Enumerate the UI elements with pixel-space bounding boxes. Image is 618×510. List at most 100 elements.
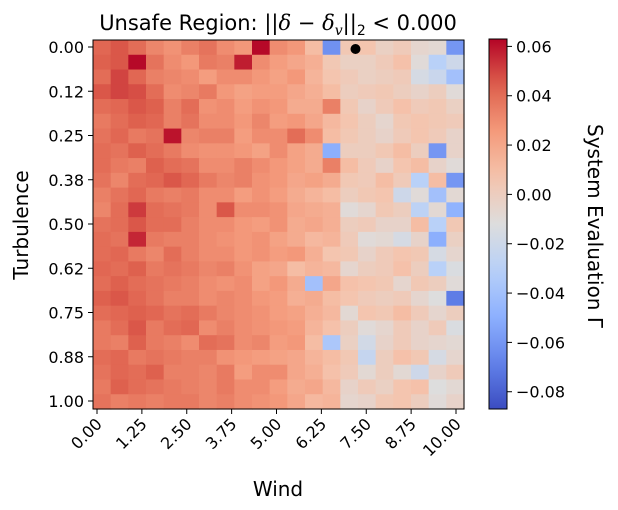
heatmap-cell [252,40,271,56]
heatmap-cell [322,261,341,277]
heatmap-cell [393,335,412,351]
heatmap-cell [234,99,253,115]
heatmap-cell [287,202,306,218]
heatmap-cell [199,128,218,144]
heatmap-cell [340,217,359,233]
heatmap-cell [411,40,430,56]
heatmap-cell [181,54,200,71]
y-tick-label: 0.88 [48,348,84,367]
heatmap-cell [340,246,359,262]
heatmap-cell [322,379,341,395]
heatmap-cell [146,305,165,322]
heatmap-cell [322,217,341,233]
heatmap-cell [252,305,271,322]
heatmap-cell [340,69,359,85]
heatmap-cell [446,231,465,248]
heatmap-cell [128,143,147,159]
heatmap-cell [252,128,271,144]
heatmap-cell [216,379,235,395]
heatmap-cell [234,113,253,130]
colorbar-tick-label: 0.06 [516,37,552,56]
heatmap-cell [128,69,147,85]
heatmap-cell [322,305,341,322]
heatmap-cell [340,202,359,218]
heatmap-cell [110,364,129,381]
heatmap-cell [411,276,430,292]
heatmap-cell [216,394,235,410]
heatmap-cell [181,187,200,203]
heatmap-cell [128,290,147,307]
heatmap-cell [234,246,253,262]
heatmap-cell [287,379,306,395]
heatmap-cell [411,290,430,307]
heatmap-cell [93,276,112,292]
heatmap-cell [234,40,253,56]
heatmap-cell [146,143,165,159]
heatmap-cell [287,128,306,144]
heatmap-cell [393,128,412,144]
heatmap-cell [146,113,165,130]
heatmap-cell [234,320,253,336]
heatmap-cell [287,40,306,56]
heatmap-cell [358,187,377,203]
heatmap-cell [269,202,288,218]
heatmap-cell [393,379,412,395]
heatmap-cell [146,84,165,100]
heatmap-cell [216,290,235,307]
heatmap-cell [322,394,341,410]
heatmap-cell [110,202,129,218]
heatmap-cell [163,290,182,307]
heatmap-cell [146,231,165,248]
heatmap-cell [234,276,253,292]
colorbar-tick-label: 0.00 [516,185,552,204]
heatmap-cell [110,276,129,292]
heatmap-cell [393,276,412,292]
heatmap-cell [146,276,165,292]
heatmap-cell [269,128,288,144]
heatmap-cell [181,40,200,56]
heatmap-cell [93,128,112,144]
heatmap-cell [234,187,253,203]
heatmap-cell [252,364,271,381]
heatmap-cell [358,364,377,381]
heatmap-cell [287,320,306,336]
heatmap-cell [199,99,218,115]
heatmap-cell [252,187,271,203]
heatmap-cell [305,349,324,366]
heatmap-cell [287,261,306,277]
heatmap-cell [375,187,394,203]
heatmap-cell [358,320,377,336]
heatmap-cell [181,276,200,292]
heatmap-cell [234,69,253,85]
heatmap-cell [181,320,200,336]
heatmap-cell [128,364,147,381]
heatmap-cell [305,128,324,144]
heatmap-cell [411,305,430,322]
heatmap-cell [269,172,288,189]
heatmap-cell [393,143,412,159]
heatmap-cell [128,202,147,218]
heatmap-cell [163,276,182,292]
heatmap-cell [305,276,324,292]
heatmap-cell [428,113,447,130]
heatmap-cell [269,99,288,115]
heatmap-cell [428,143,447,159]
heatmap-cell [146,261,165,277]
colorbar-tick-label: −0.02 [516,235,565,254]
heatmap-cell [393,69,412,85]
heatmap-cell [199,84,218,100]
heatmap-cell [428,187,447,203]
heatmap-cell [393,113,412,130]
heatmap-cell [146,335,165,351]
heatmap-cell [322,172,341,189]
heatmap-cell [393,202,412,218]
heatmap-cell [375,335,394,351]
heatmap-cell [446,320,465,336]
colorbar-tick-label: −0.08 [516,383,565,402]
heatmap-cell [446,364,465,381]
heatmap-cell [358,113,377,130]
heatmap-cell [163,364,182,381]
heatmap-cell [322,290,341,307]
heatmap-cell [110,84,129,100]
heatmap-cell [93,394,112,410]
